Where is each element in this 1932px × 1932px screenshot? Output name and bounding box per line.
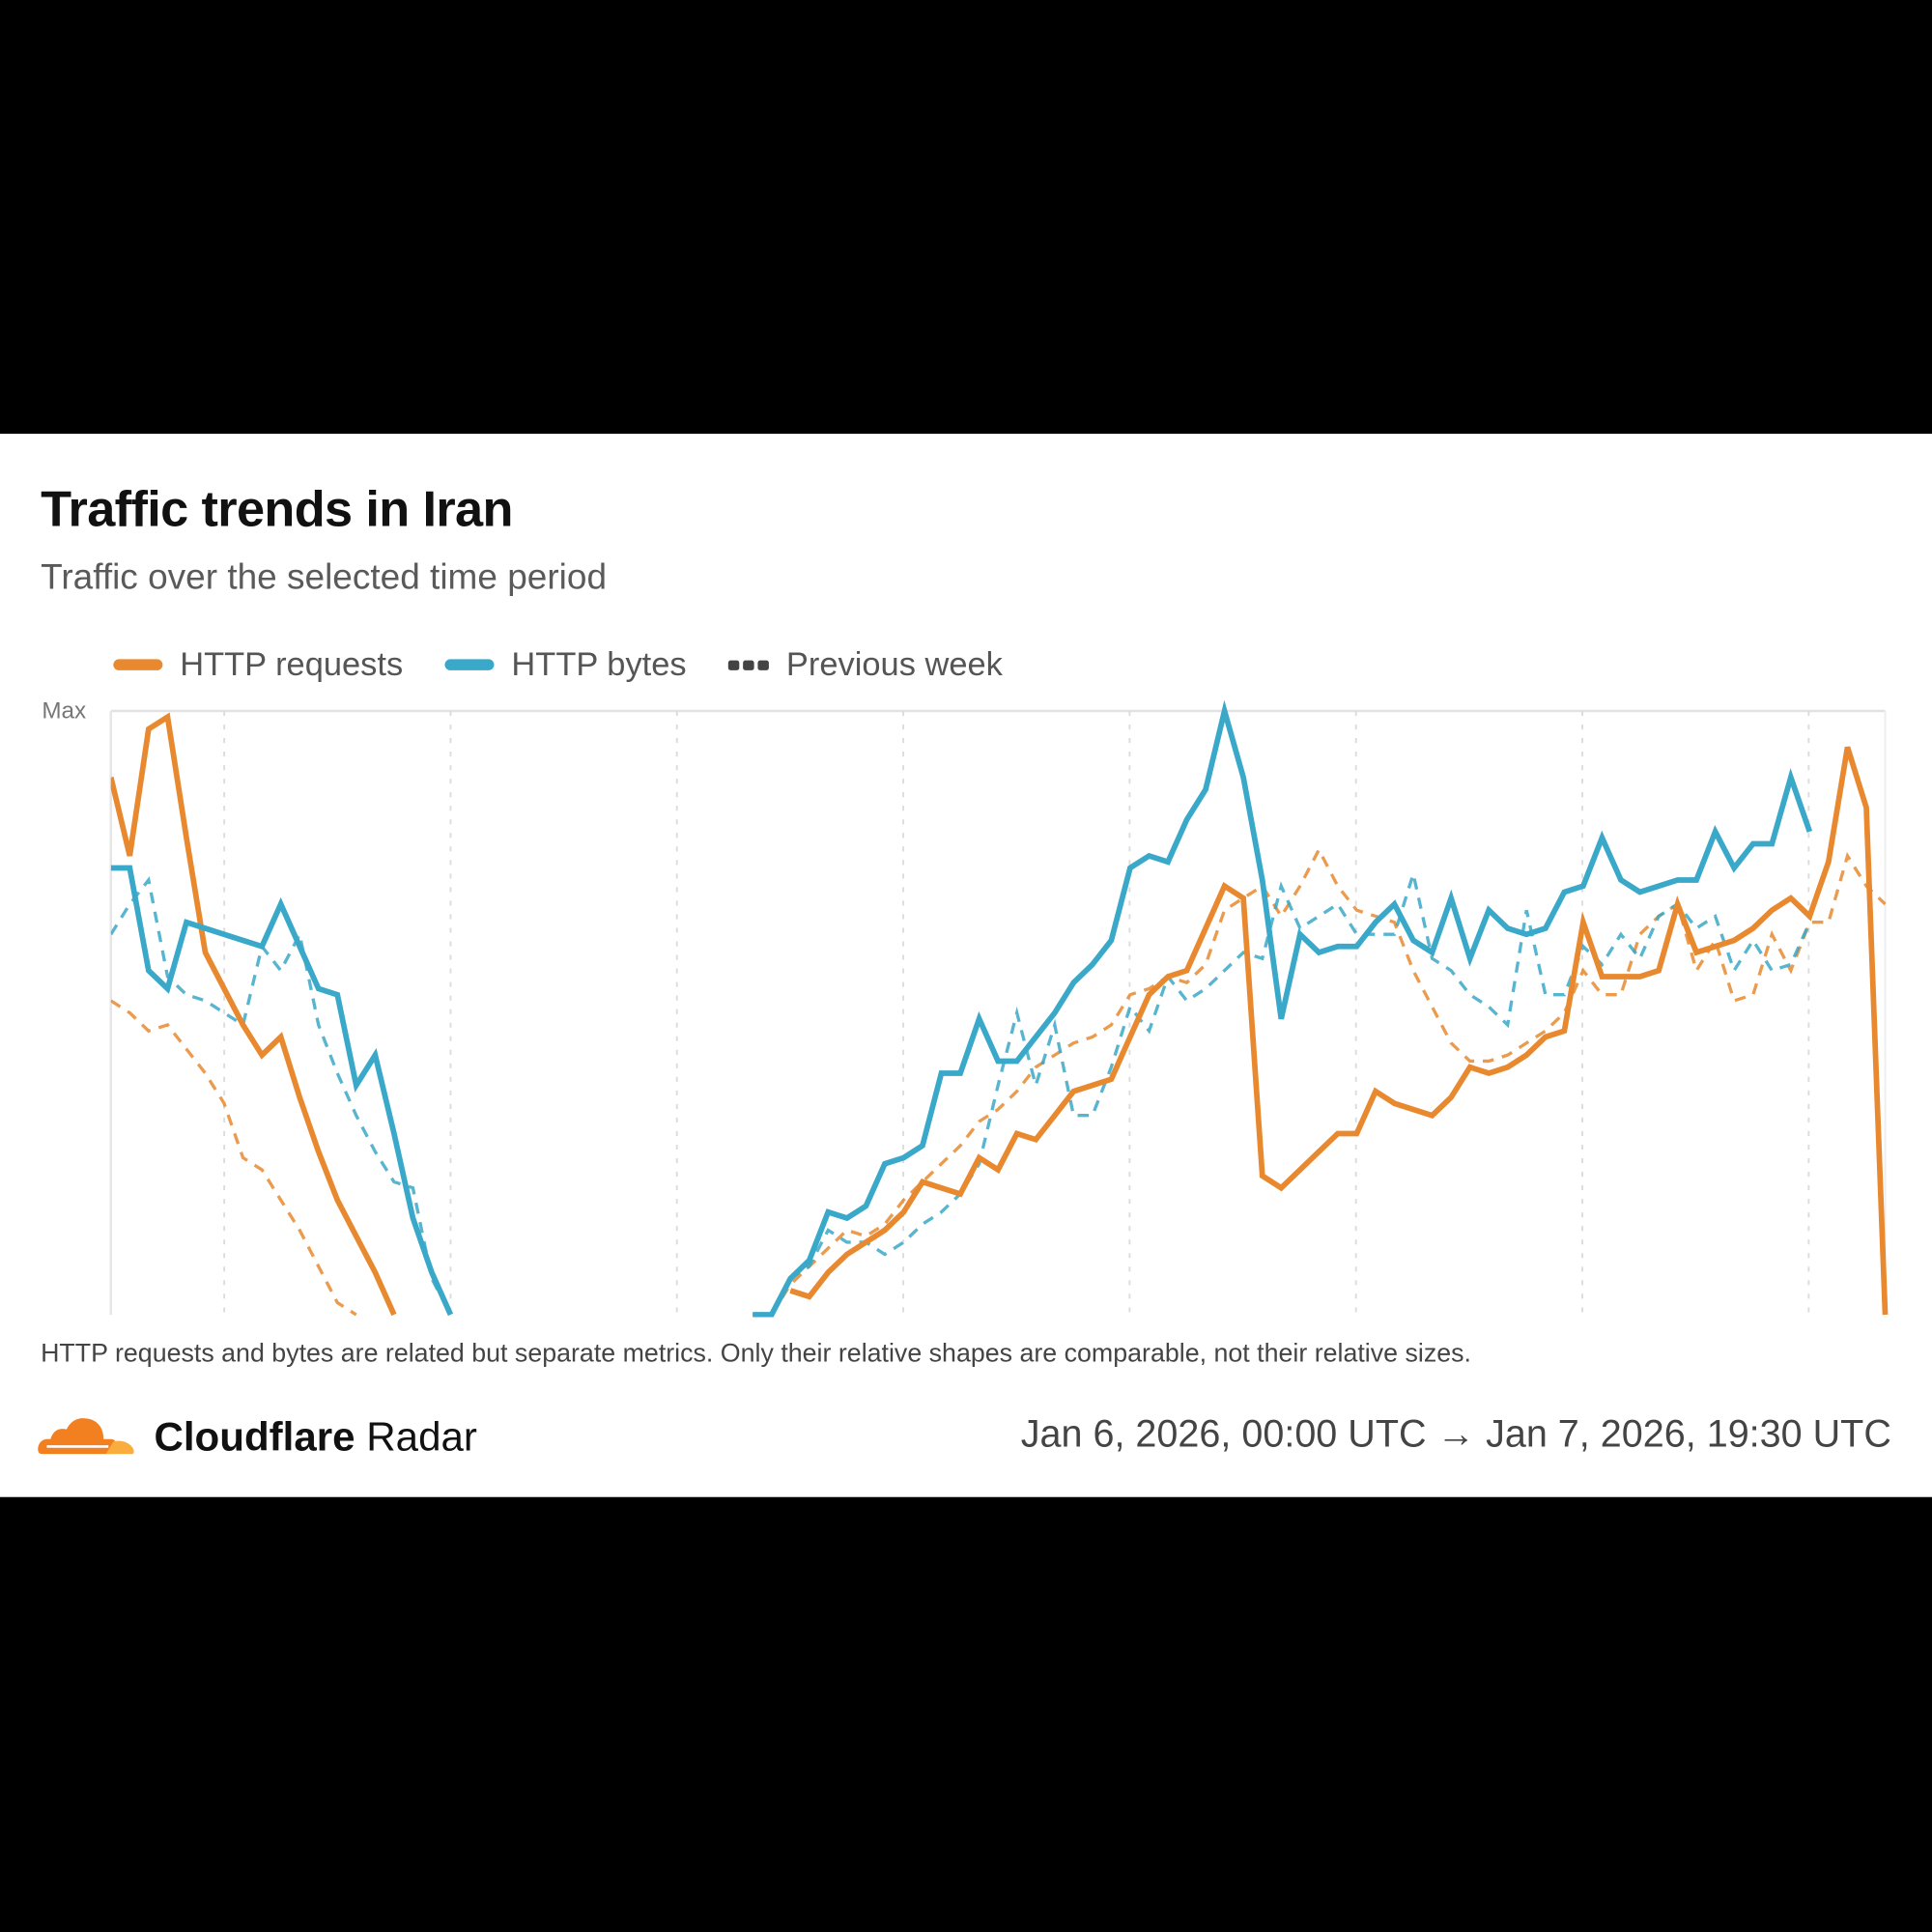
http-bytes-line [110,699,1813,1318]
legend-label: HTTP bytes [511,645,687,683]
dashed-line-icon [727,660,770,670]
legend-swatch-orange [113,659,163,670]
http-requests-previous-week-line [110,846,1887,1317]
page-title: Traffic trends in Iran [41,480,513,538]
legend-swatch-blue [444,659,495,670]
chart-card [0,433,1932,1497]
http-bytes-previous-week-line [110,867,1811,1317]
legend-label: HTTP requests [180,645,404,683]
date-range: Jan 6, 2026, 00:00 UTC → Jan 7, 2026, 19… [1020,1411,1891,1456]
brand-name: Cloudflare Radar [154,1413,477,1460]
chart-footnote: HTTP requests and bytes are related but … [41,1339,1471,1368]
chart-legend: HTTP requests HTTP bytes Previous week [113,645,1044,684]
brand-light: Radar [366,1413,477,1460]
http-requests-line [110,712,1889,1317]
cloudflare-logo-icon [38,1418,134,1455]
page-subtitle: Traffic over the selected time period [41,557,608,598]
legend-item-previous-week[interactable]: Previous week [727,645,1003,684]
legend-item-http-bytes[interactable]: HTTP bytes [444,645,687,684]
y-axis-max-label: Max [42,698,87,724]
legend-label: Previous week [785,645,1003,683]
legend-item-http-requests[interactable]: HTTP requests [113,645,403,684]
brand-bold: Cloudflare [154,1413,355,1460]
